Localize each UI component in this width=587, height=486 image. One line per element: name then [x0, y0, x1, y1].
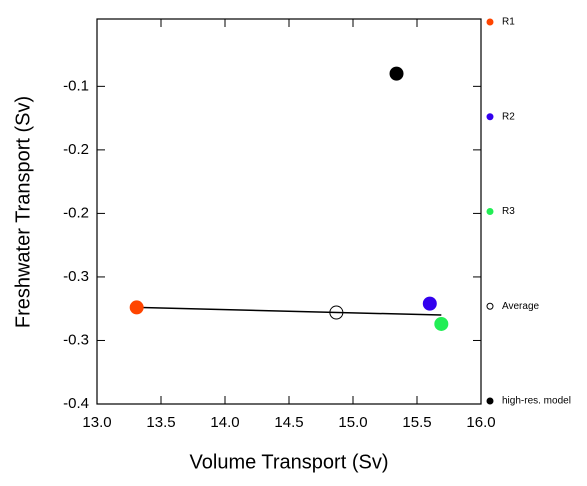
- legend-marker: [486, 397, 494, 405]
- legend-label: high-res. model: [502, 396, 571, 407]
- x-tick-label: 15.0: [338, 414, 367, 431]
- y-tick-label: -0.1: [63, 77, 89, 94]
- legend-label: R2: [502, 111, 515, 122]
- legend-label: Average: [502, 301, 540, 312]
- legend-label: R3: [502, 206, 515, 217]
- point: [389, 66, 404, 81]
- point: [129, 300, 144, 315]
- y-tick-label: -0.4: [63, 395, 89, 412]
- legend-label: R1: [502, 17, 515, 28]
- legend-marker: [486, 113, 494, 121]
- x-tick-label: 13.0: [82, 414, 111, 431]
- legend-marker: [486, 302, 494, 310]
- point: [434, 316, 449, 331]
- y-tick-label: -0.2: [63, 141, 89, 158]
- x-tick-label: 13.5: [146, 414, 175, 431]
- x-tick-label: 14.5: [274, 414, 303, 431]
- legend-marker: [486, 18, 494, 26]
- fit-line: [136, 306, 442, 316]
- x-tick-label: 15.5: [402, 414, 431, 431]
- plot-frame: [96, 18, 482, 405]
- y-tick-label: -0.3: [63, 268, 89, 285]
- y-tick-label: -0.3: [63, 331, 89, 348]
- legend-marker: [486, 208, 494, 215]
- y-tick-label: -0.2: [63, 204, 89, 221]
- x-tick-label: 16.0: [466, 414, 495, 431]
- point: [329, 305, 344, 320]
- x-tick-label: 14.0: [210, 414, 239, 431]
- x-axis-title: Volume Transport (Sv): [190, 451, 389, 473]
- y-axis-title: Freshwater Transport (Sv): [12, 96, 34, 328]
- point: [422, 296, 437, 311]
